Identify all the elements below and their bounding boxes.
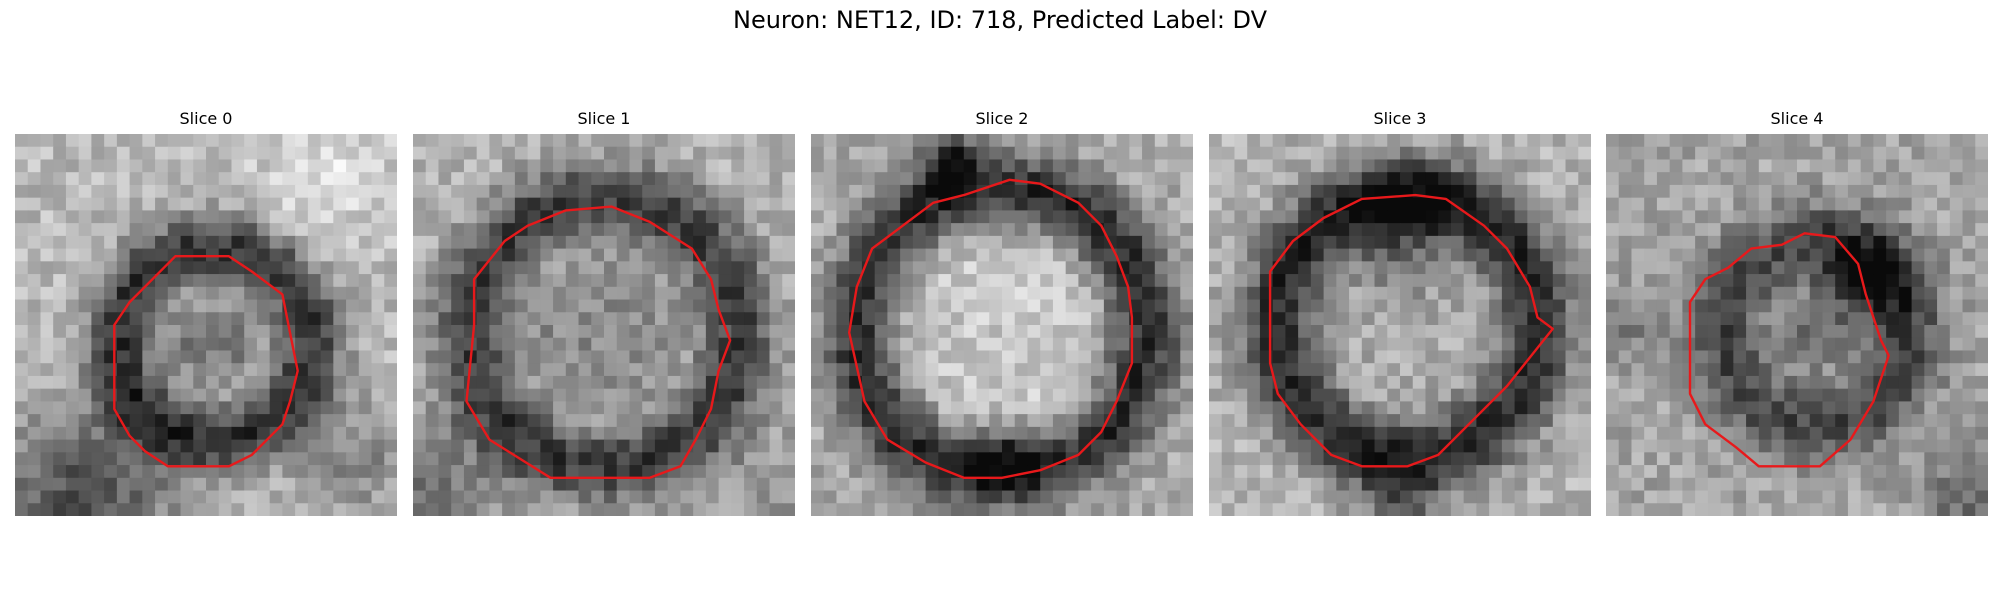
slice-title: Slice 0 (179, 109, 233, 128)
figure-title: Neuron: NET12, ID: 718, Predicted Label:… (732, 6, 1268, 34)
slice-panel: Slice 0 (15, 108, 397, 516)
roi-contour (113, 254, 299, 468)
microscopy-image (15, 134, 397, 516)
slice-panel: Slice 3 (1209, 108, 1591, 516)
microscopy-image (1606, 134, 1988, 516)
microscopy-image (1209, 134, 1591, 516)
slice-panel: Slice 4 (1606, 108, 1988, 516)
microscopy-image (811, 134, 1193, 516)
slice-panel: Slice 2 (811, 108, 1193, 516)
microscopy-image (413, 134, 795, 516)
slice-title: Slice 2 (975, 109, 1029, 128)
slice-title: Slice 1 (577, 109, 631, 128)
roi-contour (1268, 193, 1554, 468)
slice-panel: Slice 1 (413, 108, 795, 516)
roi-contour (848, 178, 1134, 479)
slice-title: Slice 4 (1770, 109, 1824, 128)
roi-contour (465, 205, 732, 479)
slice-title: Slice 3 (1373, 109, 1427, 128)
roi-contour (1688, 232, 1890, 468)
